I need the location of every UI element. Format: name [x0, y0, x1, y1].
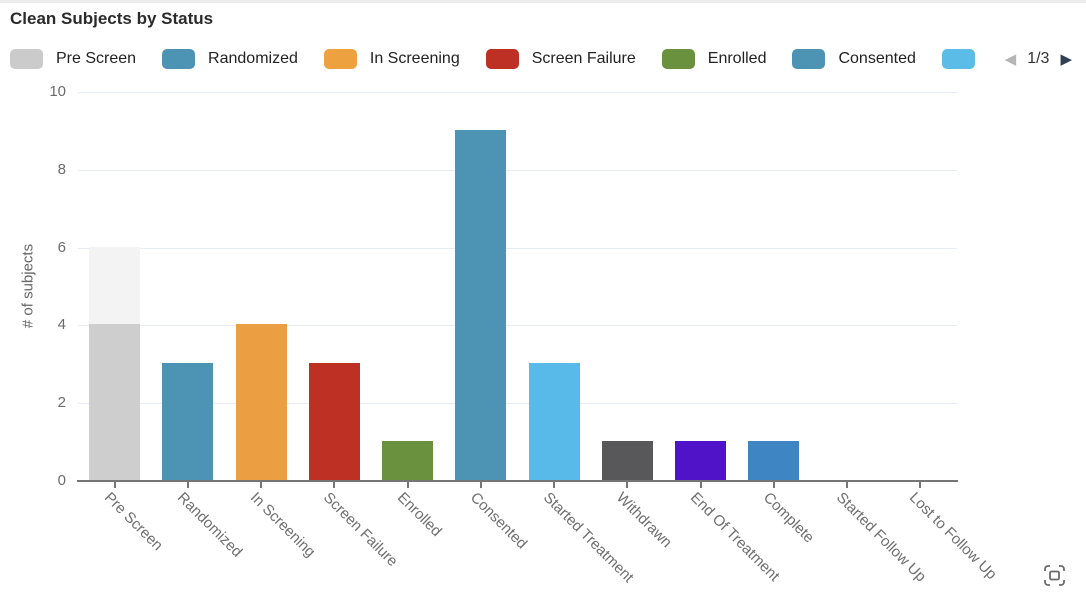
bar-pre-screen-segment-1[interactable] [89, 324, 141, 480]
x-tick-lost-to-follow-up [919, 482, 922, 488]
bar-randomized[interactable] [162, 363, 214, 480]
legend-label: Randomized [208, 50, 298, 67]
x-axis-label-consented: Consented [466, 489, 531, 553]
legend-page-indicator: 1/3 [1027, 50, 1050, 67]
x-tick-pre-screen [113, 482, 116, 488]
x-tick-end-of-treatment [699, 482, 702, 488]
x-axis-label-in-screening: In Screening [247, 489, 319, 561]
legend-item-screen-failure[interactable]: Screen Failure [485, 49, 636, 69]
legend-swatch-icon [941, 49, 975, 69]
legend-label: Consented [838, 50, 916, 67]
fullscreen-button[interactable] [1041, 562, 1068, 589]
legend-item-consented[interactable]: Consented [792, 49, 916, 69]
bar-enrolled[interactable] [382, 441, 434, 480]
y-tick-label-8: 8 [57, 160, 66, 178]
legend-swatch-icon [485, 49, 519, 69]
legend-item-randomized[interactable]: Randomized [162, 49, 298, 69]
bar-withdrawn[interactable] [601, 441, 653, 480]
x-tick-in-screening [260, 482, 263, 488]
x-axis-label-pre-screen: Pre Screen [100, 489, 166, 555]
chart-title: Clean Subjects by Status [10, 9, 214, 28]
gridline-8 [78, 169, 957, 171]
x-tick-started-follow-up [846, 482, 849, 488]
legend-item-pre-screen[interactable]: Pre Screen [10, 49, 136, 69]
legend-label: In Screening [369, 50, 460, 67]
bar-started-treatment[interactable] [528, 363, 580, 480]
y-tick-label-10: 10 [49, 83, 66, 100]
legend-swatch-icon [10, 49, 43, 69]
bar-screen-failure[interactable] [308, 363, 360, 480]
legend-next-arrow-icon[interactable]: ▶ [1060, 50, 1072, 68]
x-axis-label-screen-failure: Screen Failure [320, 489, 402, 570]
legend-swatch-icon [661, 49, 695, 69]
y-tick-label-0: 0 [57, 472, 66, 489]
legend-item-truncated[interactable] [941, 49, 975, 69]
bar-pre-screen-segment-2[interactable] [89, 246, 141, 325]
x-tick-enrolled [406, 482, 409, 488]
x-axis-line [77, 480, 958, 482]
legend-item-in-screening[interactable]: In Screening [323, 49, 460, 69]
x-tick-started-treatment [553, 482, 556, 488]
fullscreen-icon [1044, 565, 1065, 586]
bar-consented[interactable] [455, 129, 507, 480]
gridline-2 [78, 403, 957, 405]
x-axis-label-randomized: Randomized [173, 489, 246, 561]
bar-end-of-treatment[interactable] [675, 441, 727, 480]
panel-top-border [0, 0, 1086, 3]
legend-pager: ◀ 1/3 ▶ [1005, 48, 1072, 70]
gridline-10 [78, 92, 957, 93]
bar-in-screening[interactable] [235, 324, 287, 480]
x-tick-screen-failure [333, 482, 336, 488]
legend-label: Pre Screen [56, 50, 137, 67]
legend-swatch-icon [323, 49, 357, 69]
x-tick-withdrawn [626, 482, 629, 488]
legend-label: Screen Failure [531, 50, 636, 67]
x-axis-label-complete: Complete [759, 489, 818, 547]
x-tick-randomized [186, 482, 189, 488]
x-tick-consented [479, 482, 482, 488]
y-tick-label-2: 2 [57, 394, 66, 412]
gridline-6 [78, 247, 957, 249]
legend-swatch-icon [792, 49, 826, 69]
bar-complete[interactable] [748, 441, 800, 480]
y-tick-label-4: 4 [57, 316, 66, 334]
legend-label: Enrolled [707, 50, 767, 67]
legend: Pre Screen Randomized In Screening Screen F… [10, 48, 975, 70]
legend-prev-arrow-icon[interactable]: ◀ [1004, 50, 1017, 68]
legend-swatch-icon [162, 49, 196, 69]
x-axis-label-withdrawn: Withdrawn [613, 489, 676, 552]
y-tick-label-6: 6 [57, 238, 66, 256]
x-tick-complete [772, 482, 775, 488]
legend-item-enrolled[interactable]: Enrolled [661, 49, 767, 69]
x-axis-label-enrolled: Enrolled [393, 489, 445, 540]
gridline-4 [78, 325, 957, 327]
